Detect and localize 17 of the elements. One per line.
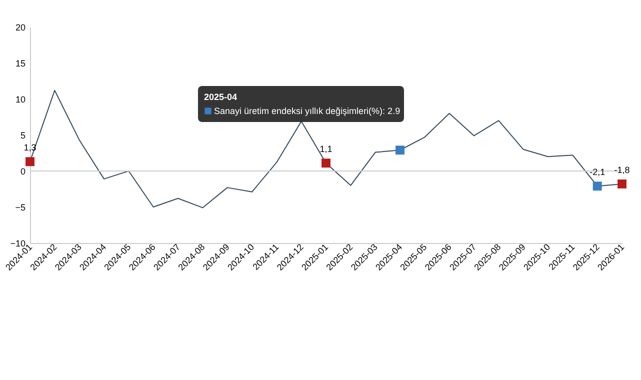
point xyxy=(618,179,626,188)
y-tick-label: 20 xyxy=(15,22,26,32)
annotation: 2025-04 xyxy=(204,92,238,102)
y-tick-label: −10 xyxy=(10,238,26,248)
y-tick-label: 0 xyxy=(20,166,26,176)
data-label: 1,1 xyxy=(320,144,332,154)
y-tick-label: 10 xyxy=(15,94,26,104)
y-tick-label: 15 xyxy=(15,58,26,68)
data-label: -1,8 xyxy=(614,164,630,175)
point xyxy=(26,157,34,166)
y-tick-label: 5 xyxy=(20,130,26,140)
point xyxy=(322,158,330,168)
point xyxy=(592,182,602,191)
data-label: -2,1 xyxy=(590,167,606,178)
y-tick-label: −5 xyxy=(15,202,26,212)
annotation: Sanayi üretim endeksi yıllık değişimleri(%): 2.9 xyxy=(214,106,400,116)
point xyxy=(396,146,404,155)
